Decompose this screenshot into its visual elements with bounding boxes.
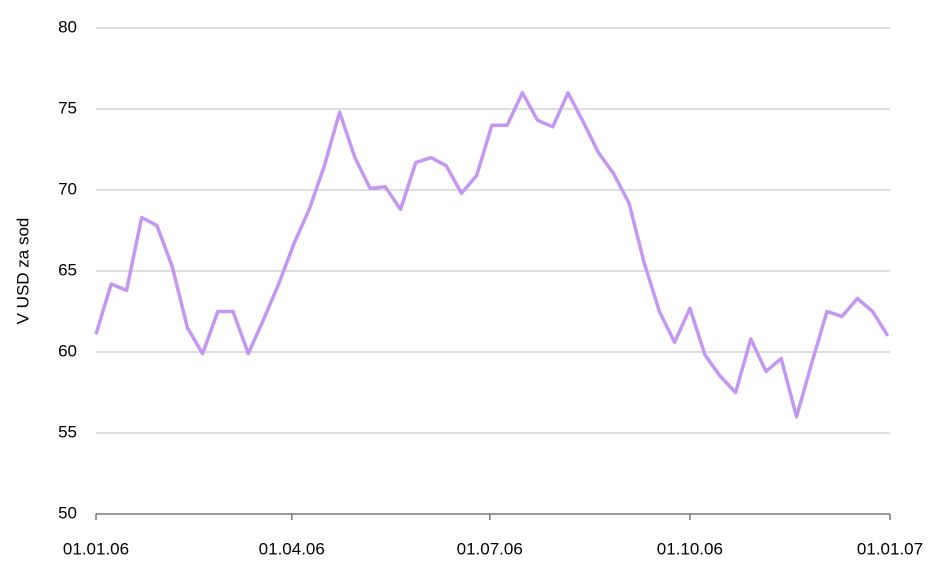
x-tick-label: 01.01.06 (63, 539, 129, 558)
price-line (94, 91, 890, 419)
y-tick-label: 50 (58, 503, 77, 522)
y-axis-label: V USD za sod (13, 218, 32, 325)
y-tick-label: 75 (58, 98, 77, 117)
y-tick-label: 65 (58, 260, 77, 279)
y-tick-label: 70 (58, 179, 77, 198)
x-tick-label: 01.10.06 (657, 539, 723, 558)
x-tick-label: 01.07.06 (457, 539, 523, 558)
y-tick-label: 60 (58, 341, 77, 360)
x-tick-label: 01.04.06 (259, 539, 325, 558)
y-tick-label: 55 (58, 422, 77, 441)
y-tick-label: 80 (58, 17, 77, 36)
x-tick-label: 01.01.07 (857, 539, 923, 558)
